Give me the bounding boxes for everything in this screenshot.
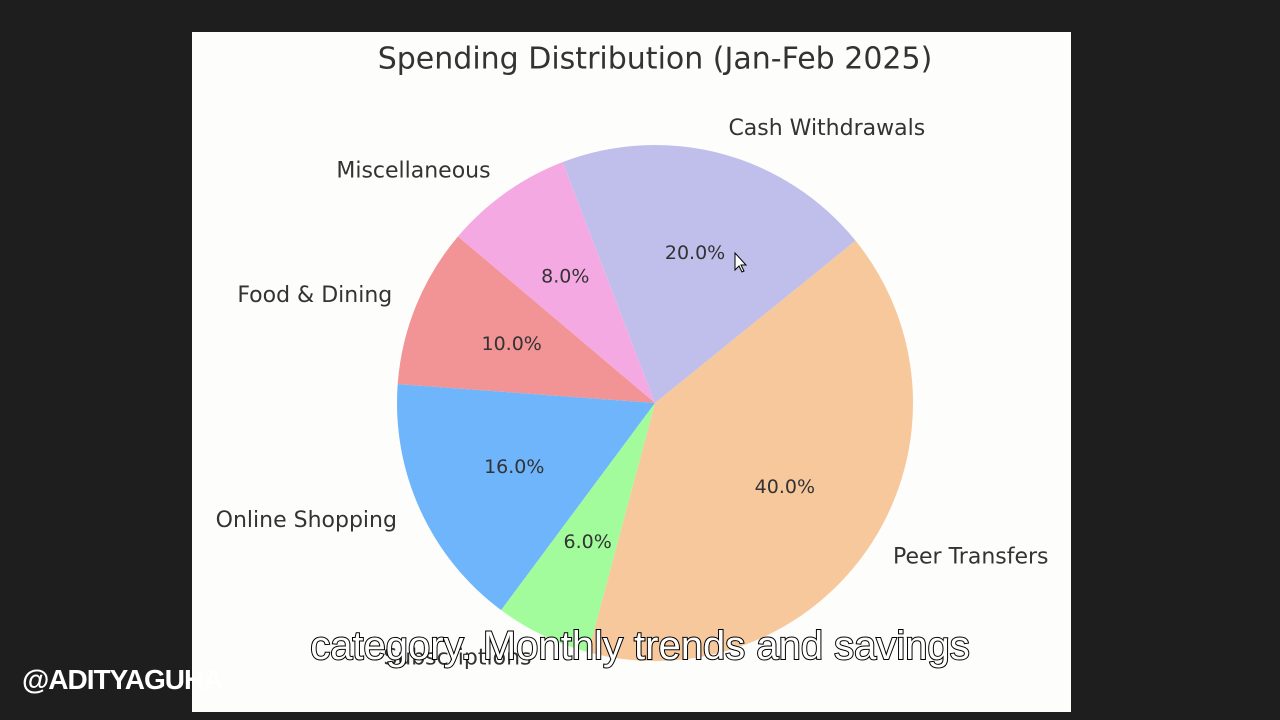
watermark: @ADITYAGUHA [22, 664, 223, 695]
percent-label: 20.0% [665, 242, 725, 264]
pie-wedge [457, 162, 655, 403]
category-label: Miscellaneous [336, 159, 490, 184]
category-label: Food & Dining [237, 283, 392, 308]
category-label: Online Shopping [216, 508, 397, 533]
pie-wedge [397, 236, 655, 403]
percent-label: 10.0% [481, 333, 541, 355]
percent-label: 6.0% [563, 531, 611, 553]
pie-wedge [562, 145, 856, 403]
chart-title: Spending Distribution (Jan-Feb 2025) [378, 42, 933, 77]
category-label: Peer Transfers [893, 545, 1049, 570]
category-label: Subscriptions [383, 646, 531, 671]
percent-label: 16.0% [484, 456, 544, 478]
pie-wedge [588, 240, 913, 661]
pie-wedge [397, 384, 655, 611]
percent-label: 8.0% [541, 265, 589, 287]
percent-label: 40.0% [755, 476, 815, 498]
pie-wedge [501, 403, 655, 653]
video-caption: category. Monthly trends and savings [309, 623, 971, 669]
mouse-cursor [734, 251, 748, 273]
category-label: Cash Withdrawals [728, 116, 925, 141]
